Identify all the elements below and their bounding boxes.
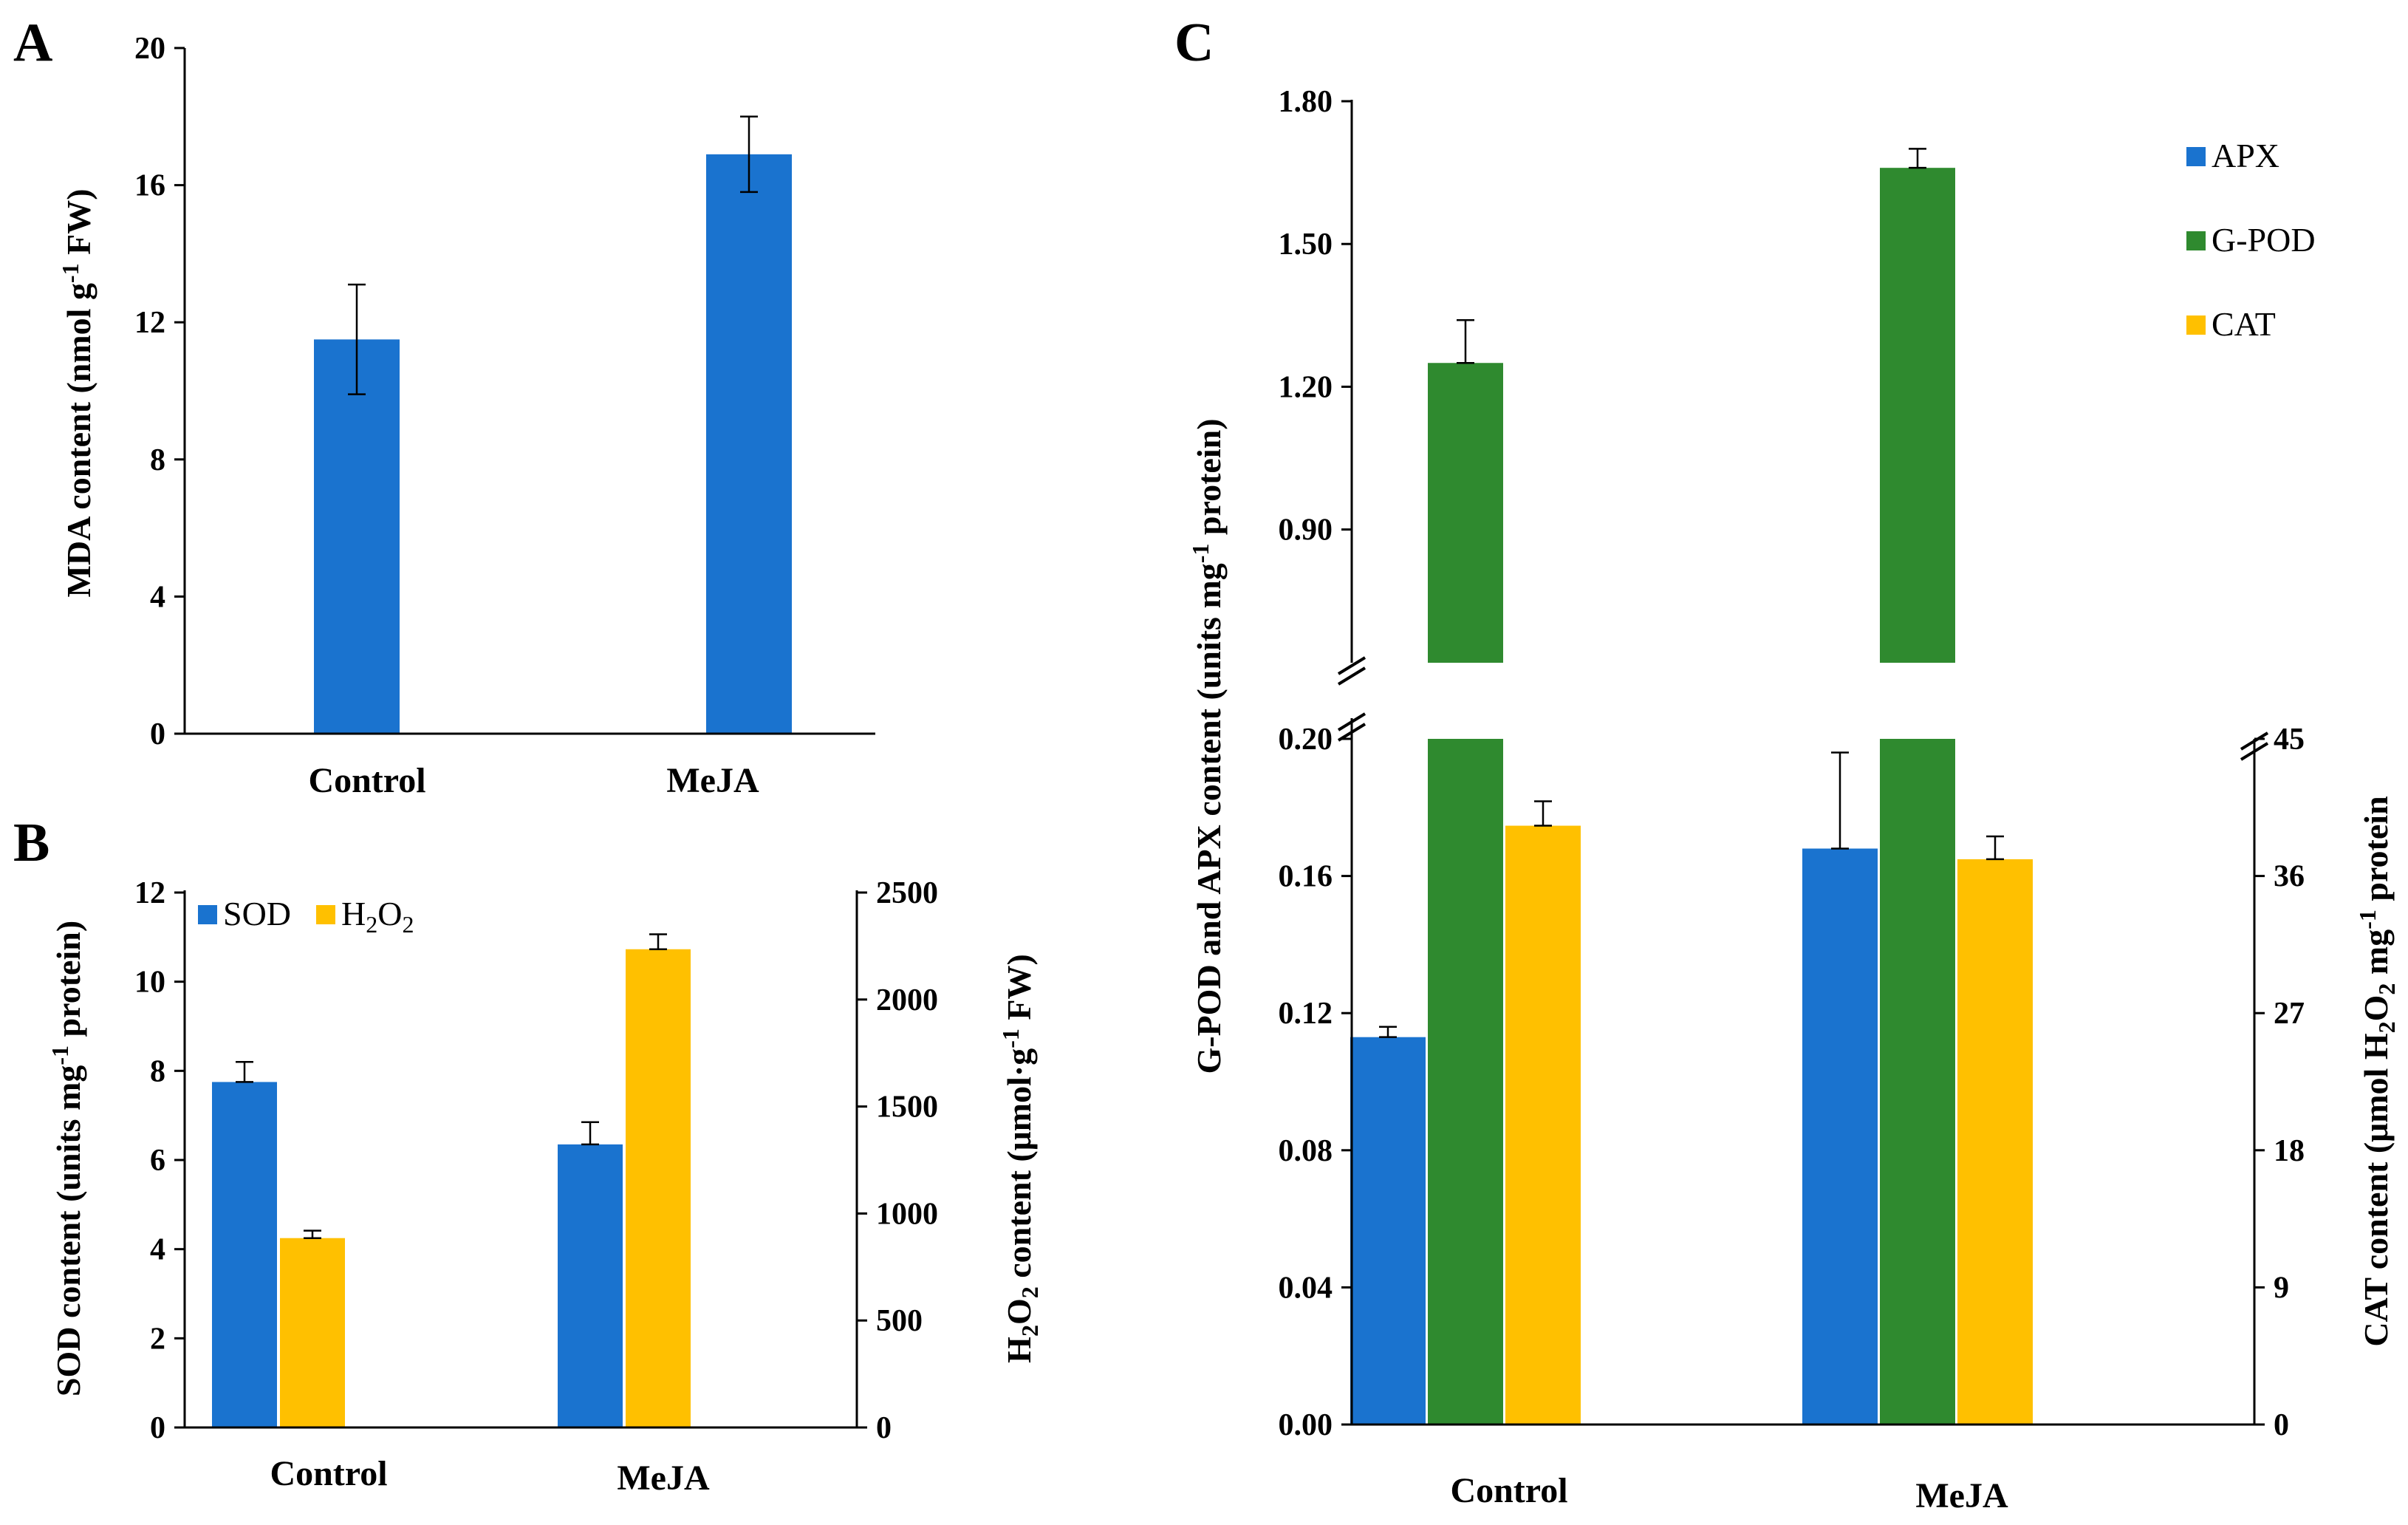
panel-c-bar-apx-control <box>1350 1037 1426 1425</box>
panel-c-bar-gpod-upper-meja <box>1880 168 1955 663</box>
panel-c-y-ticks: 0.00 0.04 0.08 0.12 0.16 0.20 0.90 1.20 1.50 1.80 <box>1279 85 1352 1442</box>
panel-b-x-label-meja: MeJA <box>617 1459 710 1498</box>
break-line <box>2240 731 2269 751</box>
panel-b-y2-ticks: 0 500 1000 1500 2000 2500 <box>857 876 938 1445</box>
panel-a-y-tick-label: 4 <box>150 580 165 614</box>
panel-c-bar-cat-control <box>1505 825 1581 1425</box>
legend-sod-label: SOD <box>223 895 291 932</box>
panel-a-y-tick-label: 8 <box>150 443 165 477</box>
panel-c: C 0.00 0.04 0.08 0.12 0.16 0.20 0.90 1.20 1.50 1.… <box>1174 13 2400 1515</box>
legend-sod-swatch <box>198 905 217 924</box>
panel-b-y-axis-label: SOD content (units mg-1 protein) <box>47 921 87 1396</box>
panel-c-y-axis-label: G-POD and APX content (units mg-1 protei… <box>1187 418 1228 1074</box>
panel-b-y2-tick-label: 2000 <box>876 983 938 1017</box>
legend-cat-label: CAT <box>2212 305 2276 343</box>
break-line <box>1337 656 1367 675</box>
panel-a-y-ticks: 0 4 8 12 16 20 <box>134 32 185 751</box>
panel-a-letter: A <box>13 13 52 73</box>
panel-c-y-upper-tick-label: 1.20 <box>1279 370 1333 404</box>
panel-b-y2-tick-label: 500 <box>876 1304 923 1338</box>
panel-b-letter: B <box>13 813 49 873</box>
panel-a-y-tick-label: 16 <box>134 169 165 203</box>
panel-c-y2-tick-label: 27 <box>2274 997 2305 1031</box>
panel-b-y-tick-label: 12 <box>134 876 165 910</box>
panel-b-y2-tick-label: 2500 <box>876 876 938 910</box>
panel-c-bar-gpod-lower-meja <box>1880 739 1955 1425</box>
legend-gpod-label: G-POD <box>2212 221 2316 259</box>
panel-a-y-tick-label: 0 <box>150 717 165 751</box>
panel-b-bar-h2o2-meja <box>626 949 691 1427</box>
legend-gpod-swatch <box>2186 231 2206 250</box>
panel-c-letter: C <box>1174 13 1214 73</box>
panel-b-y-tick-label: 10 <box>134 966 165 1000</box>
break-line <box>1337 723 1367 742</box>
panel-b-bar-sod-control <box>212 1082 277 1427</box>
panel-a-bars <box>314 115 792 734</box>
panel-c-y2-tick-label: 9 <box>2274 1271 2289 1305</box>
panel-a-x-label-meja: MeJA <box>666 761 759 800</box>
panel-b-y2-axis-label: H2O2 content (μmol·g-1 FW) <box>997 954 1043 1363</box>
panel-b-legend: SOD H2O2 <box>198 895 414 938</box>
panel-c-axis-break-right <box>2240 731 2269 761</box>
panel-c-y-upper-tick-label: 1.50 <box>1279 228 1333 262</box>
panel-c-axis-break-lower <box>1337 712 1367 742</box>
panel-b-y-tick-label: 8 <box>150 1054 165 1088</box>
panel-b-y2-tick-label: 1000 <box>876 1197 938 1231</box>
panel-c-y2-ticks: 0 9 18 27 36 45 <box>2254 723 2305 1442</box>
panel-c-legend: APX G-POD CAT <box>2186 137 2316 343</box>
panel-c-y-lower-tick-label: 0.08 <box>1279 1134 1333 1168</box>
panel-a-y-tick-label: 12 <box>134 306 165 340</box>
panel-b-bars <box>212 933 691 1427</box>
break-line <box>2240 742 2269 761</box>
panel-a-x-label-control: Control <box>308 761 425 800</box>
panel-c-y-lower-tick-label: 0.04 <box>1279 1271 1333 1305</box>
panel-b-y2-tick-label: 1500 <box>876 1091 938 1125</box>
panel-b-y-ticks: 0 2 4 6 8 10 12 <box>134 876 185 1445</box>
panel-c-bar-gpod-upper-control <box>1428 363 1503 663</box>
panel-a-y-tick-label: 20 <box>134 32 165 66</box>
panel-a-y-axis-label: MDA content (nmol g-1 FW) <box>57 188 98 597</box>
panel-b-y2-tick-label: 0 <box>876 1411 892 1445</box>
panel-c-y-lower-tick-label: 0.16 <box>1279 860 1333 894</box>
legend-h2o2-label: H2O2 <box>341 895 414 938</box>
legend-h2o2-swatch <box>316 905 335 924</box>
panel-b-bar-sod-meja <box>558 1144 623 1427</box>
panel-c-bar-cat-meja <box>1957 859 2033 1425</box>
panel-c-axis-break-upper <box>1337 656 1367 686</box>
panel-c-y-lower-tick-label: 0.12 <box>1279 997 1333 1031</box>
panel-b-y-tick-label: 2 <box>150 1322 165 1356</box>
panel-b-y-tick-label: 6 <box>150 1144 165 1178</box>
panel-c-y2-tick-label: 18 <box>2274 1134 2305 1168</box>
panel-c-y2-tick-label: 36 <box>2274 860 2305 894</box>
break-line <box>1337 666 1367 686</box>
panel-b-y-tick-label: 4 <box>150 1233 165 1267</box>
legend-apx-label: APX <box>2212 137 2279 174</box>
break-line <box>1337 712 1367 731</box>
panel-b: B 0 2 4 6 8 10 12 0 500 1000 1500 2000 2500 Control… <box>13 813 1043 1498</box>
panel-c-y-upper-tick-label: 1.80 <box>1279 85 1333 119</box>
panel-c-bar-gpod-lower-control <box>1428 739 1503 1425</box>
legend-cat-swatch <box>2186 315 2206 335</box>
panel-c-y-lower-tick-label: 0.00 <box>1279 1408 1333 1442</box>
legend-apx-swatch <box>2186 147 2206 166</box>
panel-a-bar-meja <box>706 154 792 734</box>
panel-c-bars <box>1350 148 2033 1425</box>
panel-b-bar-h2o2-control <box>280 1238 345 1427</box>
panel-c-bar-apx-meja <box>1802 848 1878 1425</box>
panel-c-y-upper-tick-label: 0.90 <box>1279 514 1333 547</box>
panel-a-bar-control <box>314 339 400 734</box>
panel-a: A 0 4 8 12 16 20 Control MeJA MDA content (nm… <box>13 13 875 800</box>
panel-c-x-label-control: Control <box>1450 1471 1567 1510</box>
panel-b-y-tick-label: 0 <box>150 1411 165 1445</box>
panel-b-x-label-control: Control <box>270 1454 387 1493</box>
panel-c-y2-tick-label: 45 <box>2274 723 2305 757</box>
panel-c-x-label-meja: MeJA <box>1915 1476 2008 1515</box>
panel-c-y-lower-tick-label: 0.20 <box>1279 723 1333 757</box>
panel-c-y2-axis-label: CAT content (μmol H2O2 mg-1 protein <box>2354 796 2400 1346</box>
panel-c-y2-tick-label: 0 <box>2274 1408 2289 1442</box>
